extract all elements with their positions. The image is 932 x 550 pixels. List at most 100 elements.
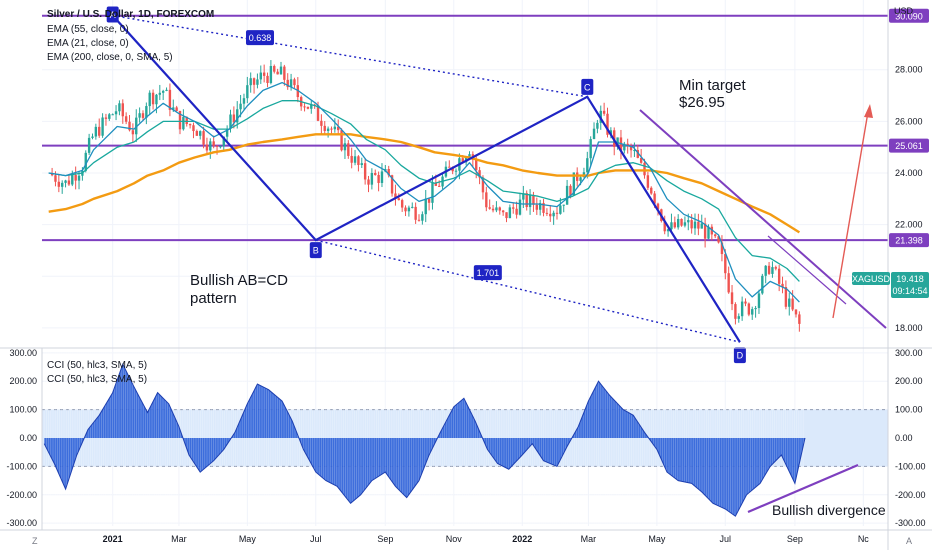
abcd-pattern[interactable]: A B C D 0.638 1.701 <box>106 6 746 364</box>
candle-body <box>518 199 522 215</box>
cci-area <box>44 364 805 517</box>
candle-body <box>128 121 131 131</box>
candle-body <box>421 214 424 221</box>
candle-body <box>727 273 730 293</box>
indicator-ema-55[interactable]: EMA (55, close, 0) <box>47 24 129 35</box>
indicator-ema-200[interactable]: EMA (200, close, 0, SMA, 5) <box>47 52 173 63</box>
candle-body <box>121 103 124 117</box>
time-tick-label: Jul <box>310 534 322 544</box>
ema-55-line <box>48 100 800 282</box>
timezone-icon[interactable]: Z <box>32 536 38 546</box>
target-value: $26.95 <box>679 94 725 111</box>
time-tick-label: May <box>648 534 666 544</box>
candle-body <box>273 66 276 72</box>
candle-body <box>602 110 606 114</box>
oscillator-cci-1[interactable]: CCI (50, hlc3, SMA, 5) <box>47 360 147 371</box>
price-tick-label: 28.000 <box>895 65 923 75</box>
ratio-label: 0.638 <box>249 33 272 43</box>
candle-body <box>259 72 262 80</box>
price-tick-label: 22.000 <box>895 220 923 230</box>
ema-lines <box>48 81 801 303</box>
candle-body <box>424 198 427 215</box>
candle-body <box>330 128 333 130</box>
target-arrow-shaft <box>832 111 869 319</box>
candle-body <box>84 152 87 171</box>
pattern-point-label: C <box>584 82 591 92</box>
candle-body <box>646 175 650 188</box>
candle-body <box>542 202 545 213</box>
price-tag-symbol-bg <box>852 272 890 285</box>
candle-body <box>505 212 508 219</box>
candle-body <box>182 116 185 130</box>
cci-tick-label-left: 100.00 <box>9 405 37 415</box>
candle-body <box>720 242 724 255</box>
candle-body <box>757 293 761 309</box>
ratio-line-ac <box>112 14 588 98</box>
candle-body <box>764 265 767 276</box>
candle-body <box>316 105 320 121</box>
candle-body <box>794 309 798 315</box>
candle-body <box>138 113 141 118</box>
candle-body <box>256 79 259 85</box>
oscillator-cci-2[interactable]: CCI (50, hlc3, SMA, 5) <box>47 374 147 385</box>
ratio-box <box>245 30 274 46</box>
candle-body <box>232 114 236 123</box>
candle-body <box>225 128 229 137</box>
candle-body <box>161 90 165 93</box>
candle-body <box>771 267 774 274</box>
candle-body <box>609 130 613 135</box>
horizontal-levels[interactable]: 30.090 25.061 21.398 <box>42 8 929 248</box>
cci-tick-label-left: -300.00 <box>6 518 37 528</box>
pattern-point-label: B <box>313 246 319 256</box>
pattern-point-label: D <box>737 351 744 361</box>
candle-body <box>427 198 431 203</box>
cci-tick-label-right: -100.00 <box>895 461 926 471</box>
candle-body <box>236 109 239 123</box>
candle-body <box>380 171 384 183</box>
pattern-point-label: A <box>110 10 116 20</box>
candle-body <box>94 126 98 137</box>
candle-body <box>538 202 542 210</box>
time-tick-label: Nc <box>858 534 869 544</box>
candle-body <box>606 113 609 135</box>
pattern-label-line2: pattern <box>190 290 237 307</box>
candle-body <box>283 66 286 80</box>
candle-body <box>175 107 178 111</box>
candle-body <box>485 192 488 208</box>
cci-tick-label-left: 300.00 <box>9 348 37 358</box>
candle-body <box>481 177 485 193</box>
candle-body <box>377 174 380 183</box>
indicator-ema-21[interactable]: EMA (21, close, 0) <box>47 38 129 49</box>
candle-body <box>703 223 707 239</box>
candle-body <box>337 126 340 131</box>
candle-body <box>495 207 498 211</box>
target-label: Min target <box>679 77 747 94</box>
price-tag[interactable]: XAGUSD 19.418 09:14:54 <box>852 272 929 298</box>
candle-body <box>111 114 114 116</box>
candle-body <box>751 309 754 315</box>
candle-body <box>734 304 737 319</box>
candle-body <box>269 66 273 83</box>
candle-body <box>737 316 740 319</box>
candle-body <box>522 193 525 200</box>
candle-body <box>145 106 148 118</box>
candle-body <box>320 120 323 126</box>
candle-body <box>326 128 330 131</box>
candle-body <box>347 143 350 156</box>
candle-body <box>54 175 57 182</box>
candle-body <box>468 154 471 158</box>
candle-body <box>730 292 734 305</box>
candle-body <box>663 221 666 232</box>
candle-body <box>498 207 501 211</box>
candle-body <box>286 79 289 88</box>
candle-body <box>71 175 74 185</box>
candle-body <box>586 158 589 173</box>
candle-body <box>131 130 135 135</box>
auto-scale-icon[interactable]: A <box>906 536 912 546</box>
time-tick-label: Mar <box>171 534 187 544</box>
candle-body <box>367 179 370 185</box>
candle-body <box>387 169 390 176</box>
candle-body <box>178 110 182 130</box>
candle-body <box>74 175 77 181</box>
